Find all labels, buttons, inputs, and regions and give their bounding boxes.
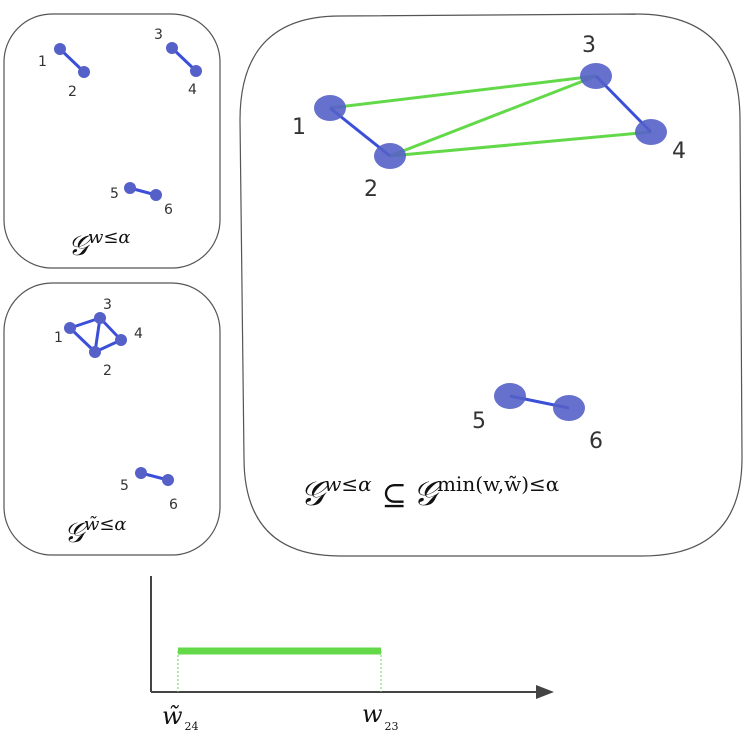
panel-top-left: 1 2 3 4 5 6 𝒢w≤α (3, 13, 221, 269)
node-1 (54, 43, 66, 55)
node-label-6: 6 (589, 429, 603, 454)
node-label-4: 4 (188, 82, 197, 98)
node-4 (635, 119, 667, 145)
timeline-end-label: w 23 (362, 700, 399, 733)
panel-right: 1 2 3 4 5 6 𝒢w≤α ⊆ 𝒢min(w,w̃)≤α (239, 13, 743, 557)
node-6 (150, 189, 162, 201)
node-5 (124, 182, 136, 194)
node-6 (553, 395, 585, 421)
node-label-4: 4 (134, 326, 143, 342)
caption-top-left: 𝒢w≤α (68, 227, 131, 262)
caption-right: 𝒢w≤α ⊆ 𝒢min(w,w̃)≤α (300, 472, 559, 514)
node-label-5: 5 (472, 409, 486, 434)
timeline: w̃ 24 w 23 (150, 576, 554, 733)
node-label-2: 2 (68, 84, 77, 100)
node-label-2: 2 (103, 363, 112, 379)
edge-2-3-green (389, 74, 597, 158)
node-2 (78, 66, 90, 78)
node-label-4: 4 (672, 139, 686, 164)
edge-1-3-green (329, 74, 597, 110)
node-4 (190, 65, 202, 77)
edge-2-4-green (389, 130, 652, 158)
node-label-3: 3 (154, 27, 163, 43)
timeline-start-label: w̃ 24 (162, 702, 199, 733)
caption-bottom-left: 𝒢w̃≤α (64, 514, 127, 549)
node-5 (135, 467, 147, 479)
timeline-arrowhead (536, 685, 554, 699)
node-3 (94, 312, 106, 324)
node-3 (580, 63, 612, 89)
node-label-5: 5 (110, 186, 119, 202)
node-label-3: 3 (582, 33, 596, 58)
node-label-1: 1 (54, 330, 63, 346)
node-4 (115, 334, 127, 346)
node-label-1: 1 (38, 54, 47, 70)
node-1 (64, 322, 76, 334)
node-2 (374, 143, 406, 169)
node-label-5: 5 (120, 478, 129, 494)
node-6 (162, 474, 174, 486)
node-3 (166, 42, 178, 54)
panel-bottom-left: 1 2 3 4 5 6 𝒢w̃≤α (3, 282, 221, 556)
node-2 (89, 346, 101, 358)
panel-frame (3, 282, 221, 556)
node-label-1: 1 (292, 115, 306, 140)
node-1 (314, 95, 346, 121)
node-label-6: 6 (169, 497, 178, 513)
node-label-2: 2 (364, 177, 378, 202)
panel-frame (239, 13, 743, 557)
node-label-6: 6 (164, 202, 173, 218)
panel-frame (3, 13, 221, 269)
node-label-3: 3 (103, 297, 112, 313)
node-5 (494, 383, 526, 409)
